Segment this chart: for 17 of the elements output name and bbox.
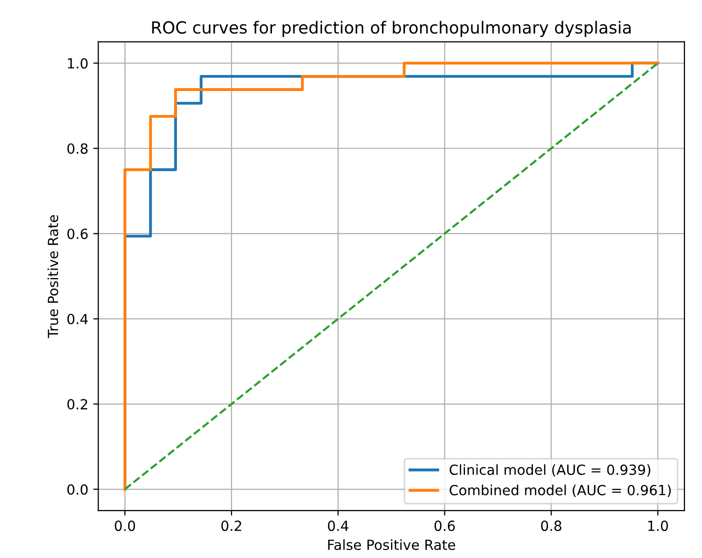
- y-tick-label: 1.0: [68, 58, 88, 69]
- x-tick-label: 0.4: [328, 520, 348, 532]
- chart-title: ROC curves for prediction of bronchopulmonary dysplasia: [152, 20, 631, 37]
- x-tick-label: 0.6: [434, 520, 455, 532]
- legend-label: Combined model (AUC = 0.961): [450, 484, 671, 498]
- x-tick-label: 0.8: [541, 520, 562, 532]
- legend-label: Clinical model (AUC = 0.939): [450, 464, 650, 477]
- x-tick-label: 0.0: [114, 520, 136, 532]
- y-tick-label: 0.0: [67, 484, 88, 495]
- x-tick-label: 1.0: [648, 520, 668, 532]
- y-tick-label: 0.6: [67, 228, 88, 240]
- y-tick-label: 0.2: [67, 399, 88, 410]
- y-tick-label: 0.4: [67, 314, 88, 324]
- x-tick-label: 0.2: [221, 520, 242, 532]
- x-axis-title: False Positive Rate: [328, 539, 456, 550]
- y-axis-title: True Positive Rate: [47, 215, 58, 338]
- y-tick-label: 0.8: [67, 143, 88, 154]
